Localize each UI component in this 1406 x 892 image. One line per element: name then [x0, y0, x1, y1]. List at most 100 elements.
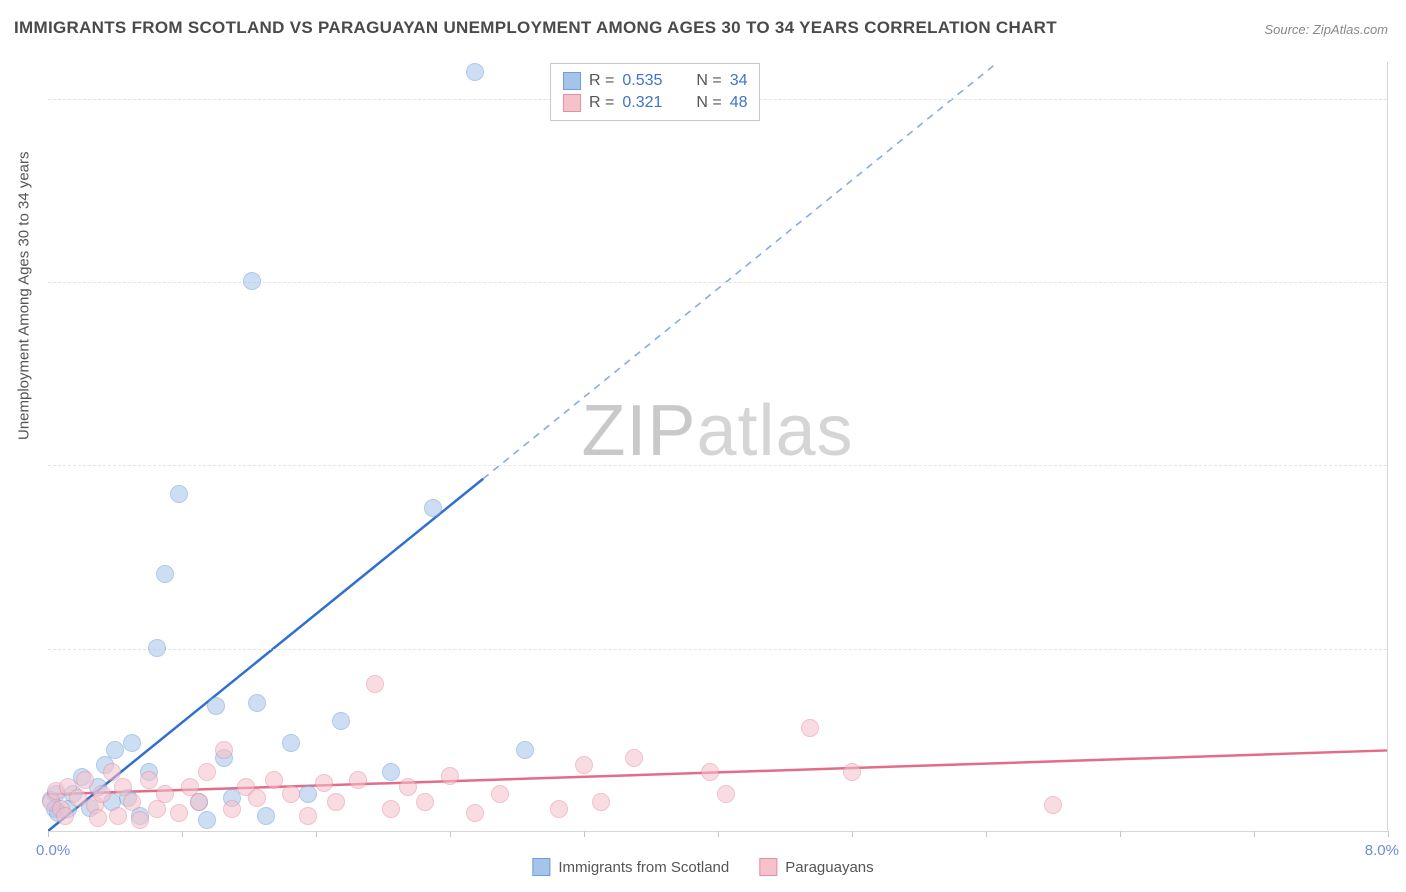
legend-label: Immigrants from Scotland: [558, 859, 729, 876]
regression-lines: [48, 62, 1387, 831]
data-point: [156, 785, 174, 803]
x-tick-mark: [182, 831, 183, 837]
data-point: [801, 719, 819, 737]
legend-correlation-box: R = 0.535 N = 34 R = 0.321 N = 48: [550, 63, 760, 121]
data-point: [382, 800, 400, 818]
plot-area: ZIPatlas 0.0% 8.0% 25.0%50.0%75.0%100.0%: [48, 62, 1388, 832]
data-point: [89, 809, 107, 827]
data-point: [299, 785, 317, 803]
data-point: [550, 800, 568, 818]
r-label: R =: [589, 94, 614, 112]
data-point: [215, 741, 233, 759]
data-point: [282, 734, 300, 752]
source-attribution: Source: ZipAtlas.com: [1264, 22, 1388, 37]
data-point: [701, 763, 719, 781]
data-point: [170, 485, 188, 503]
legend-swatch-icon: [759, 858, 777, 876]
data-point: [190, 793, 208, 811]
data-point: [575, 756, 593, 774]
r-label: R =: [589, 72, 614, 90]
gridline-h: [48, 649, 1387, 650]
data-point: [248, 789, 266, 807]
legend-swatch-icon: [532, 858, 550, 876]
y-tick-label: 25.0%: [1397, 640, 1406, 657]
data-point: [198, 763, 216, 781]
x-tick-mark: [584, 831, 585, 837]
n-label: N =: [696, 94, 721, 112]
data-point: [416, 793, 434, 811]
data-point: [424, 499, 442, 517]
x-tick-mark: [1388, 831, 1389, 837]
x-tick-mark: [48, 831, 49, 837]
data-point: [592, 793, 610, 811]
data-point: [243, 272, 261, 290]
data-point: [843, 763, 861, 781]
data-point: [299, 807, 317, 825]
x-tick-mark: [1120, 831, 1121, 837]
watermark: ZIPatlas: [581, 390, 853, 472]
r-value-blue: 0.535: [622, 72, 678, 90]
legend-item-blue: Immigrants from Scotland: [532, 858, 729, 876]
data-point: [516, 741, 534, 759]
x-tick-mark: [718, 831, 719, 837]
legend-row-pink: R = 0.321 N = 48: [563, 92, 747, 114]
data-point: [123, 793, 141, 811]
legend-swatch-pink: [563, 94, 581, 112]
data-point: [248, 694, 266, 712]
data-point: [717, 785, 735, 803]
n-value-blue: 34: [730, 72, 748, 90]
data-point: [399, 778, 417, 796]
data-point: [441, 767, 459, 785]
legend-label: Paraguayans: [785, 859, 873, 876]
r-value-pink: 0.321: [622, 94, 678, 112]
y-tick-label: 50.0%: [1397, 457, 1406, 474]
data-point: [257, 807, 275, 825]
x-tick-mark: [986, 831, 987, 837]
x-axis-max-label: 8.0%: [1365, 842, 1399, 859]
data-point: [366, 675, 384, 693]
data-point: [223, 800, 241, 818]
legend-swatch-blue: [563, 72, 581, 90]
data-point: [625, 749, 643, 767]
y-axis-label: Unemployment Among Ages 30 to 34 years: [16, 151, 33, 440]
data-point: [315, 774, 333, 792]
data-point: [131, 811, 149, 829]
data-point: [332, 712, 350, 730]
data-point: [170, 804, 188, 822]
x-tick-mark: [316, 831, 317, 837]
legend-bottom: Immigrants from Scotland Paraguayans: [532, 858, 873, 876]
data-point: [466, 804, 484, 822]
x-tick-mark: [1254, 831, 1255, 837]
legend-row-blue: R = 0.535 N = 34: [563, 70, 747, 92]
data-point: [327, 793, 345, 811]
legend-item-pink: Paraguayans: [759, 858, 873, 876]
data-point: [93, 785, 111, 803]
n-label: N =: [696, 72, 721, 90]
data-point: [140, 771, 158, 789]
data-point: [198, 811, 216, 829]
data-point: [109, 807, 127, 825]
n-value-pink: 48: [730, 94, 748, 112]
data-point: [76, 771, 94, 789]
data-point: [148, 639, 166, 657]
data-point: [466, 63, 484, 81]
x-tick-mark: [450, 831, 451, 837]
data-point: [123, 734, 141, 752]
data-point: [349, 771, 367, 789]
x-axis-min-label: 0.0%: [36, 842, 70, 859]
y-tick-label: 75.0%: [1397, 274, 1406, 291]
data-point: [69, 789, 87, 807]
chart-title: IMMIGRANTS FROM SCOTLAND VS PARAGUAYAN U…: [14, 18, 1057, 38]
data-point: [207, 697, 225, 715]
data-point: [156, 565, 174, 583]
y-tick-label: 100.0%: [1397, 90, 1406, 107]
gridline-h: [48, 465, 1387, 466]
data-point: [382, 763, 400, 781]
data-point: [56, 807, 74, 825]
data-point: [282, 785, 300, 803]
data-point: [265, 771, 283, 789]
data-point: [1044, 796, 1062, 814]
data-point: [491, 785, 509, 803]
data-point: [106, 741, 124, 759]
x-tick-mark: [852, 831, 853, 837]
